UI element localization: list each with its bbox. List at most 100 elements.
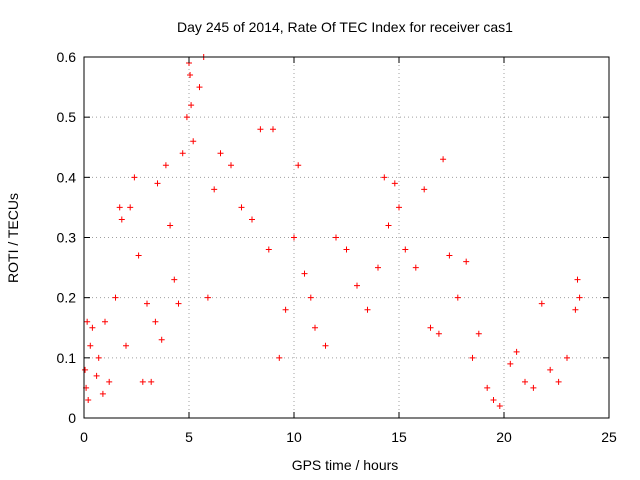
data-point [307, 294, 314, 301]
data-point [204, 294, 211, 301]
data-point [188, 102, 195, 109]
data-point [196, 84, 203, 91]
data-point [158, 336, 165, 343]
x-tick-label: 25 [601, 429, 617, 445]
data-point [530, 384, 537, 391]
data-point [265, 246, 272, 253]
data-point [139, 378, 146, 385]
data-point [385, 222, 392, 229]
data-point [555, 378, 562, 385]
data-point [391, 180, 398, 187]
axis-ticks: 0 5 10 15 20 25 0 0.1 0.2 0.3 0.4 0.5 0.6 [57, 49, 617, 445]
data-point [257, 126, 264, 133]
data-point [116, 204, 123, 211]
data-point [484, 384, 491, 391]
data-point [490, 396, 497, 403]
y-tick-label: 0 [68, 410, 76, 426]
grid-lines [84, 57, 609, 418]
data-point [187, 72, 194, 79]
data-point [421, 186, 428, 193]
data-point [440, 156, 447, 163]
data-point [435, 330, 442, 337]
data-point [87, 342, 94, 349]
data-point [148, 378, 155, 385]
data-point [106, 378, 113, 385]
data-point [301, 270, 308, 277]
data-point [89, 324, 96, 331]
y-tick-label: 0.1 [57, 350, 77, 366]
data-point [282, 306, 289, 313]
data-point [123, 342, 129, 349]
data-point [322, 342, 329, 349]
data-point [211, 186, 218, 193]
chart-title: Day 245 of 2014, Rate Of TEC Index for r… [177, 19, 513, 35]
data-point [446, 252, 453, 259]
data-point [179, 150, 186, 157]
data-point [507, 360, 514, 367]
y-tick-label: 0.5 [57, 109, 77, 125]
y-tick-label: 0.4 [57, 169, 77, 185]
data-point [291, 234, 297, 241]
data-point [144, 300, 150, 307]
data-point [162, 162, 169, 169]
data-point [85, 396, 92, 403]
x-tick-label: 20 [496, 429, 512, 445]
data-point [454, 294, 461, 301]
data-point [375, 264, 381, 271]
y-axis-label: ROTI / TECUs [5, 193, 21, 283]
data-point [183, 114, 190, 121]
x-tick-label: 0 [80, 429, 88, 445]
data-point [175, 300, 182, 307]
data-point [574, 276, 581, 283]
y-tick-label: 0.6 [57, 49, 77, 65]
x-tick-label: 5 [185, 429, 193, 445]
data-point [152, 318, 159, 325]
data-point [217, 150, 224, 157]
data-point [276, 354, 283, 361]
data-point [522, 378, 528, 385]
data-point [127, 204, 134, 211]
data-point [396, 204, 402, 211]
data-point [381, 174, 388, 181]
data-point [513, 348, 520, 355]
x-tick-label: 15 [391, 429, 407, 445]
data-point [190, 138, 197, 145]
data-point [171, 276, 178, 283]
data-point [475, 330, 482, 337]
data-point [135, 252, 142, 259]
data-point [118, 216, 125, 223]
data-point [228, 162, 234, 169]
data-point [154, 180, 161, 187]
data-point [333, 234, 339, 241]
data-point [238, 204, 245, 211]
data-point [295, 162, 302, 169]
y-tick-label: 0.2 [57, 290, 77, 306]
x-axis-label: GPS time / hours [292, 457, 399, 473]
data-point [547, 366, 554, 373]
data-point [270, 126, 276, 133]
data-point [463, 258, 470, 265]
data-point [427, 324, 434, 331]
data-point [469, 354, 476, 361]
data-point [402, 246, 409, 253]
data-point [538, 300, 545, 307]
data-point [102, 318, 108, 325]
data-point [576, 294, 583, 301]
plot-frame [83, 56, 610, 419]
data-point [249, 216, 255, 223]
data-point [131, 174, 138, 181]
x-tick-label: 10 [286, 429, 302, 445]
data-point [354, 282, 360, 289]
data-point [572, 306, 579, 313]
data-point [95, 354, 102, 361]
data-point [412, 264, 419, 271]
data-point [99, 390, 106, 397]
data-point [496, 402, 503, 409]
data-point [93, 372, 100, 379]
y-tick-label: 0.3 [57, 230, 77, 246]
data-point [364, 306, 371, 313]
data-point [343, 246, 350, 253]
data-point [82, 366, 89, 373]
